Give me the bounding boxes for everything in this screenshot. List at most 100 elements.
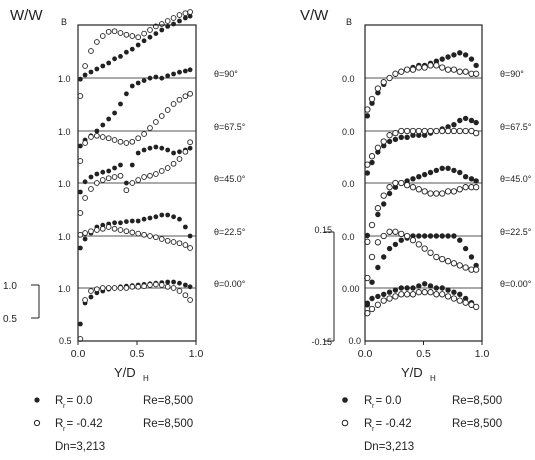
data-point-filled xyxy=(112,110,117,116)
data-point-filled xyxy=(118,220,123,226)
data-point-open xyxy=(433,253,440,261)
data-point-open xyxy=(444,66,452,73)
data-point-filled xyxy=(439,56,445,62)
data-point-open xyxy=(117,138,124,145)
data-point-open xyxy=(456,297,463,304)
left-note: Dn=3,213 xyxy=(55,441,105,453)
data-point-filled xyxy=(421,281,428,287)
data-point-open xyxy=(111,137,118,143)
data-point-filled xyxy=(129,218,135,224)
data-point-open xyxy=(444,127,452,135)
left-baseline-tick-label: 1.0 xyxy=(58,284,71,294)
data-point-open xyxy=(409,237,417,244)
data-point-filled xyxy=(386,190,393,197)
data-point-open xyxy=(153,119,159,125)
data-point-filled xyxy=(106,116,112,122)
data-point-filled xyxy=(427,233,434,239)
data-point-open xyxy=(444,293,452,300)
left-legend-open-marker xyxy=(33,419,41,427)
data-point-filled xyxy=(445,165,451,171)
left-legend-2-re: Re=8,500 xyxy=(143,418,193,430)
data-point-filled xyxy=(410,285,416,291)
right-legend-1-re: Re=8,500 xyxy=(452,395,502,407)
data-point-open xyxy=(409,127,417,135)
data-point-open xyxy=(123,140,130,146)
data-point-open xyxy=(415,64,422,71)
data-point-open xyxy=(135,34,142,41)
left-x-axis: 0.0 0.5 1.0 Y/D H xyxy=(71,341,203,383)
data-point-filled xyxy=(473,119,479,126)
data-point-open xyxy=(374,85,382,92)
data-point-open xyxy=(374,239,382,246)
data-point-open xyxy=(450,188,458,195)
data-point-open xyxy=(462,299,469,306)
data-point-open xyxy=(415,127,422,135)
right-legend-open-marker xyxy=(341,419,349,427)
right-legend-2-re: Re=8,500 xyxy=(452,418,502,430)
data-point-open xyxy=(123,31,130,38)
data-point-open xyxy=(444,188,452,195)
left-panel-label: θ=22.5° xyxy=(214,227,246,237)
data-point-open xyxy=(398,127,405,135)
data-point-open xyxy=(456,186,463,193)
left-xlabel-main: Y/D xyxy=(114,365,136,380)
data-point-filled xyxy=(141,78,147,83)
data-point-open xyxy=(439,190,446,197)
data-point-open xyxy=(141,231,147,238)
data-point-filled xyxy=(77,245,83,251)
data-point-open xyxy=(368,221,376,229)
data-point-open xyxy=(439,64,446,71)
data-point-open xyxy=(182,10,189,17)
data-point-open xyxy=(111,174,118,180)
data-point-filled xyxy=(451,289,457,295)
data-point-open xyxy=(94,180,100,186)
data-point-filled xyxy=(171,21,176,27)
data-point-open xyxy=(164,283,171,290)
data-point-filled xyxy=(165,73,171,79)
data-point-open xyxy=(94,39,100,45)
data-point-open xyxy=(105,28,112,35)
data-point-filled xyxy=(187,233,193,239)
right-legend-2-sub: r xyxy=(372,426,375,433)
data-point-filled xyxy=(468,56,475,62)
data-point-open xyxy=(135,177,142,183)
data-point-open xyxy=(374,301,382,308)
data-point-filled xyxy=(473,178,479,184)
data-point-open xyxy=(129,283,136,290)
right-baseline-tick-label: 0.0 xyxy=(342,179,355,189)
right-xtick-1: 0.5 xyxy=(416,348,431,360)
data-point-open xyxy=(164,107,171,113)
data-point-filled xyxy=(94,171,100,177)
data-point-filled xyxy=(451,233,457,239)
left-points xyxy=(77,9,193,342)
data-point-open xyxy=(117,30,124,36)
data-point-filled xyxy=(433,233,440,239)
left-legend-1-text: R = 0.0 xyxy=(55,395,92,407)
data-point-open xyxy=(82,195,88,201)
data-point-filled xyxy=(153,74,159,80)
data-point-filled xyxy=(462,115,469,122)
left-baseline-tick-label: 1.0 xyxy=(58,74,71,84)
data-point-filled xyxy=(182,282,188,288)
data-point-filled xyxy=(381,291,387,297)
data-point-filled xyxy=(147,215,153,221)
data-point-filled xyxy=(427,283,434,289)
data-point-filled xyxy=(177,216,182,222)
data-point-open xyxy=(462,184,469,191)
data-point-filled xyxy=(165,212,171,218)
data-point-filled xyxy=(187,284,193,290)
data-point-open xyxy=(170,101,177,107)
left-panel-label: θ=45.0° xyxy=(214,174,246,184)
data-point-open xyxy=(117,172,124,179)
data-point-filled xyxy=(159,145,165,151)
data-point-open xyxy=(88,48,94,54)
right-legend-1-text: R = 0.0 xyxy=(364,395,401,407)
data-point-filled xyxy=(392,184,399,190)
data-point-filled xyxy=(88,174,94,180)
data-point-filled xyxy=(439,165,445,171)
data-point-filled xyxy=(82,236,88,242)
data-point-filled xyxy=(182,15,188,21)
data-point-filled xyxy=(159,27,165,33)
data-point-open xyxy=(176,96,183,103)
data-point-open xyxy=(392,179,399,187)
